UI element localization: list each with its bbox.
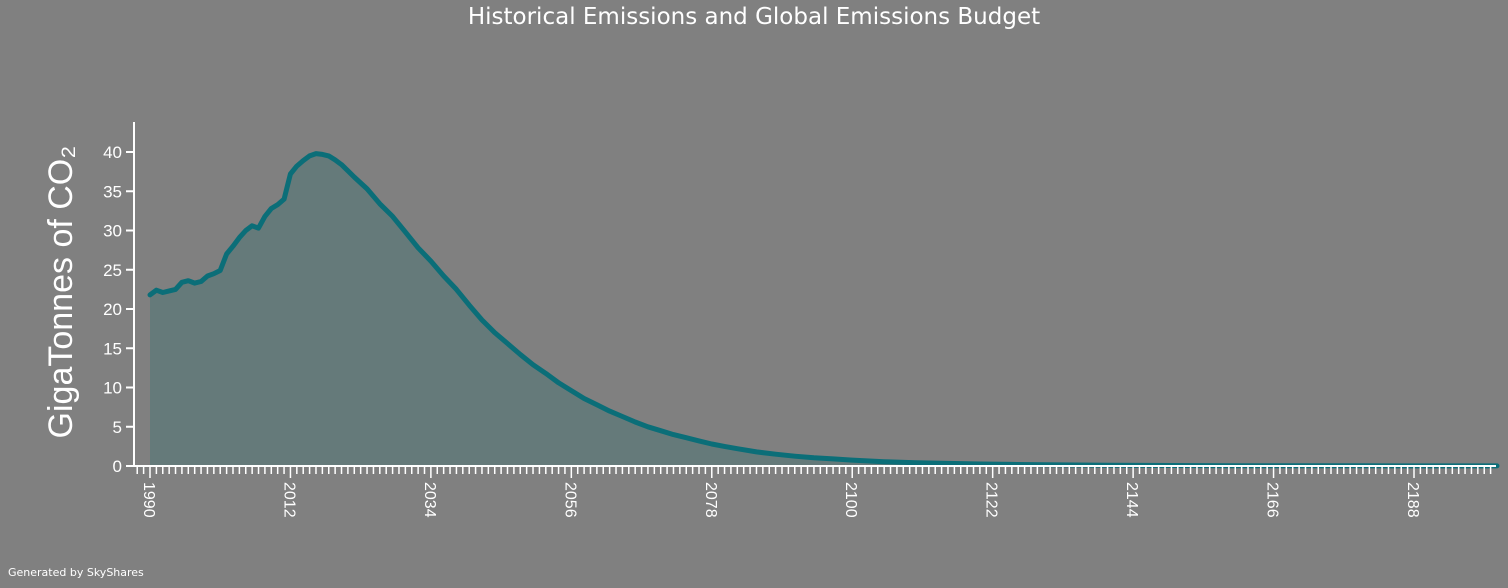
- x-tick-label: 2166: [1264, 482, 1281, 518]
- y-tick-label: 25: [103, 261, 122, 280]
- y-axis-label: GigaTonnes of CO₂: [42, 146, 80, 439]
- y-tick-label: 15: [103, 339, 122, 358]
- y-tick-label: 30: [103, 222, 122, 241]
- y-tick-label: 20: [103, 300, 122, 319]
- x-tick-label: 2034: [421, 482, 438, 518]
- area-layer: [147, 151, 1500, 469]
- x-tick-label: 2144: [1123, 482, 1140, 518]
- axis-layer: 0 5 10 15 20 25 30 35 40 1990 2012 2034 2056 2078 2100…: [103, 122, 1496, 518]
- x-tick-label: 2012: [280, 482, 297, 518]
- emissions-area: [150, 153, 1497, 466]
- x-tick-label: 2078: [702, 482, 719, 518]
- y-tick-label: 5: [113, 418, 122, 437]
- y-tick-label: 0: [113, 457, 122, 476]
- x-tick-label: 1990: [140, 482, 157, 518]
- y-tick-label: 40: [103, 143, 122, 162]
- emissions-line: [147, 151, 1500, 469]
- generated-by-footer: Generated by SkyShares: [8, 566, 144, 579]
- x-tick-label: 2100: [842, 482, 859, 518]
- y-tick-label: 35: [103, 182, 122, 201]
- chart-title: Historical Emissions and Global Emission…: [467, 4, 1041, 30]
- x-tick-label: 2122: [983, 482, 1000, 518]
- x-tick-label: 2056: [561, 482, 578, 518]
- y-tick-label: 10: [103, 379, 122, 398]
- x-tick-label: 2188: [1404, 482, 1421, 518]
